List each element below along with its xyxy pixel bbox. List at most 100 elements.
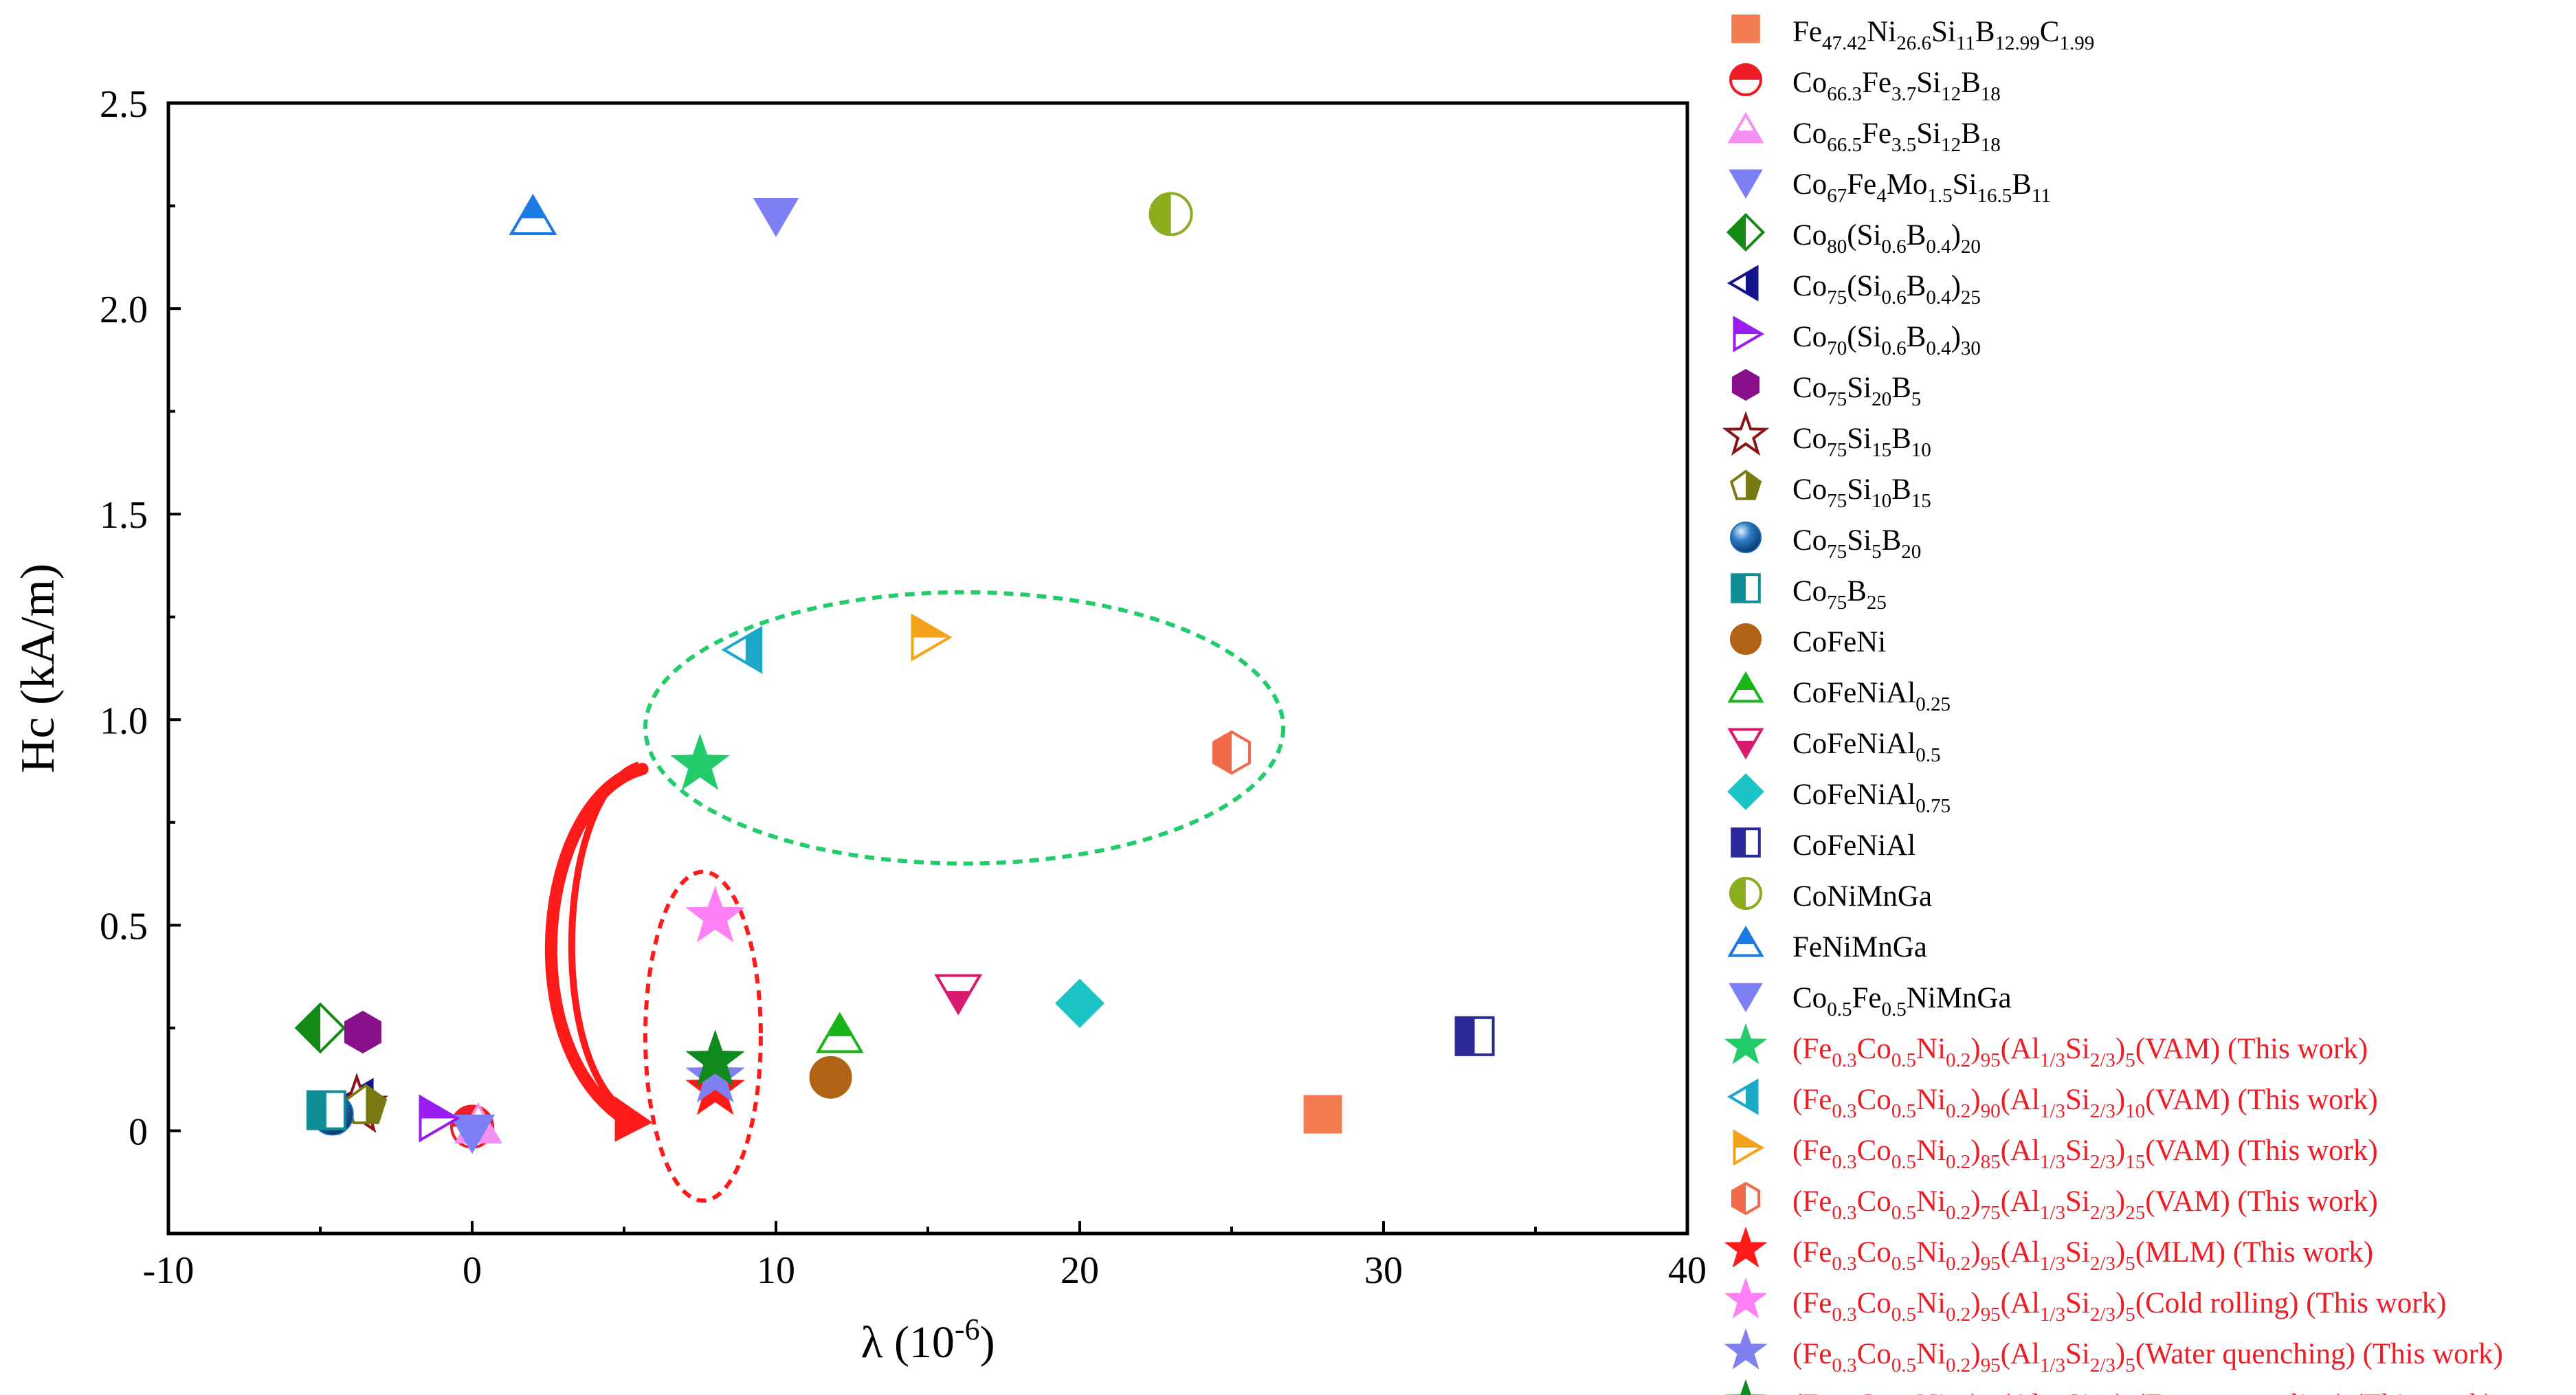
legend-marker-s28 [1724,1379,1768,1395]
legend-label-s23: (Fe0.3Co0.5Ni0.2)85(Al1/3Si2/3)15(VAM) (… [1792,1135,2378,1173]
legend-label-s3: Co66.5Fe3.5Si12B18 [1792,118,2001,156]
legend-marker-s27 [1724,1328,1768,1370]
legend-marker-s16 [1727,773,1764,810]
legend: Fe47.42Ni26.6Si11B12.99C1.99 Co66.3Fe3.7S… [1722,14,2503,1395]
data-point-s8-1 [344,1010,381,1054]
data-point-s26-1 [685,885,745,943]
data-point-s4-2 [449,1114,496,1154]
y-tick-label: 1.0 [100,700,148,742]
legend-marker-s23 [1733,1129,1765,1166]
x-tick-label: 20 [1061,1249,1099,1292]
annotation-arrow-head [614,1096,653,1142]
legend-label-s6: Co75(Si0.6B0.4)25 [1792,270,1981,309]
data-point-s12-1 [306,1090,346,1130]
data-point-s1-1 [1303,1095,1342,1134]
x-tick-label: 10 [757,1249,795,1292]
legend-marker-s14 [1727,671,1764,703]
legend-marker-s4 [1729,169,1763,199]
legend-marker-s22 [1726,1078,1759,1115]
y-tick-label: 2.0 [100,289,148,331]
legend-label-s20: Co0.5Fe0.5NiMnGa [1792,982,2012,1020]
y-tick-label: 1.5 [100,494,148,537]
legend-marker-s13 [1730,623,1762,655]
legend-label-s12: Co75B25 [1792,575,1887,614]
legend-label-s11: Co75Si5B20 [1792,524,1921,563]
legend-label-s24: (Fe0.3Co0.5Ni0.2)75(Al1/3Si2/3)25(VAM) (… [1792,1185,2378,1224]
data-point-s14-1 [815,1012,864,1053]
legend-label-s9: Co75Si15B10 [1792,423,1931,461]
annotation-ellipse-1 [643,590,1286,866]
legend-marker-s9 [1722,410,1770,456]
legend-label-s8: Co75Si20B5 [1792,372,1921,410]
legend-label-s10: Co75Si10B15 [1792,473,1931,512]
data-point-s23-1 [911,613,953,662]
legend-label-s13: CoFeNi [1792,626,1886,658]
data-point-s13-1 [809,1056,852,1099]
data-point-s4-1 [753,198,799,237]
legend-label-s2: Co66.3Fe3.7Si12B18 [1792,67,2001,105]
data-point-s27-1 [685,1046,745,1103]
plot-frame [166,101,1689,1236]
legend-label-s5: Co80(Si0.6B0.4)20 [1792,219,1981,258]
data-point-s21-1 [670,733,730,790]
data-point-s5-1 [294,1002,346,1054]
y-tick-label: 0 [129,1111,148,1153]
legend-marker-s11 [1730,522,1762,553]
data-point-s18-1 [1148,192,1193,236]
data-point-s17-1 [1454,1016,1495,1056]
data-point-s24-1 [1212,730,1251,775]
legend-label-s21: (Fe0.3Co0.5Ni0.2)95(Al1/3Si2/3)5(VAM) (T… [1792,1033,2368,1071]
annotation-arrow-shaft [544,763,649,1124]
data-point-s22-1 [721,625,763,674]
data-point-s10-1 [344,1084,388,1124]
legend-marker-s25 [1724,1226,1768,1268]
legend-marker-s24 [1731,1181,1761,1216]
legend-marker-s21 [1724,1023,1768,1064]
annotation-ellipse-2 [643,869,763,1203]
x-tick-label: -10 [143,1249,195,1292]
legend-label-s19: FeNiMnGa [1792,931,1927,963]
legend-label-s22: (Fe0.3Co0.5Ni0.2)90(Al1/3Si2/3)10(VAM) (… [1792,1084,2378,1122]
legend-label-s17: CoFeNiAl [1792,829,1916,862]
data-point-s16-1 [1055,979,1104,1028]
data-points [294,192,1495,1154]
data-point-s7-1 [419,1094,460,1143]
x-tick-label: 30 [1364,1249,1403,1292]
legend-marker-s26 [1724,1277,1768,1319]
legend-label-s16: CoFeNiAl0.75 [1792,779,1951,817]
legend-label-s27: (Fe0.3Co0.5Ni0.2)95(Al1/3Si2/3)5(Water q… [1792,1338,2503,1376]
annotation-arrow-body [568,761,641,1112]
x-axis-label: λ (10-6) [860,1313,995,1368]
legend-marker-s12 [1731,573,1761,603]
y-tick-label: 0.5 [100,905,148,948]
y-axis-label: Hc (kA/m) [12,563,65,773]
legend-marker-s6 [1726,265,1759,302]
legend-label-s28: (Fe0.3Co0.5Ni0.2)95(Al1/3Si2/3)5(Furnace… [1792,1389,2494,1395]
legend-label-s14: CoFeNiAl0.25 [1792,677,1951,715]
legend-label-s18: CoNiMnGa [1792,880,1932,913]
legend-label-s1: Fe47.42Ni26.6Si11B12.99C1.99 [1792,16,2094,54]
legend-label-s25: (Fe0.3Co0.5Ni0.2)95(Al1/3Si2/3)5(MLM) (T… [1792,1236,2373,1275]
y-tick-label: 2.5 [100,83,148,126]
data-point-s15-1 [934,974,983,1016]
legend-marker-s8 [1731,368,1760,401]
legend-label-s15: CoFeNiAl0.5 [1792,728,1940,766]
x-tick-label: 40 [1668,1249,1707,1292]
legend-label-s4: Co67Fe4Mo1.5Si16.5B11 [1792,168,2051,207]
data-point-s28-1 [685,1029,745,1086]
legend-marker-s7 [1733,315,1765,353]
legend-marker-s20 [1729,983,1763,1013]
legend-marker-s3 [1727,111,1764,144]
data-point-s19-1 [509,194,557,235]
legend-marker-s5 [1726,212,1766,252]
legend-label-s26: (Fe0.3Co0.5Ni0.2)95(Al1/3Si2/3)5(Cold ro… [1792,1287,2446,1326]
legend-label-s7: Co70(Si0.6B0.4)30 [1792,321,1981,359]
legend-marker-s18 [1729,877,1762,910]
annotations [544,590,1286,1203]
axes: -10 0 10 20 30 40 0 0.5 1.0 1.5 2.0 2.5 λ (10-6) Hc (… [12,83,1707,1368]
legend-marker-s19 [1727,925,1764,957]
legend-marker-s2 [1729,63,1762,96]
legend-marker-s10 [1729,469,1762,500]
legend-marker-s17 [1731,827,1761,858]
